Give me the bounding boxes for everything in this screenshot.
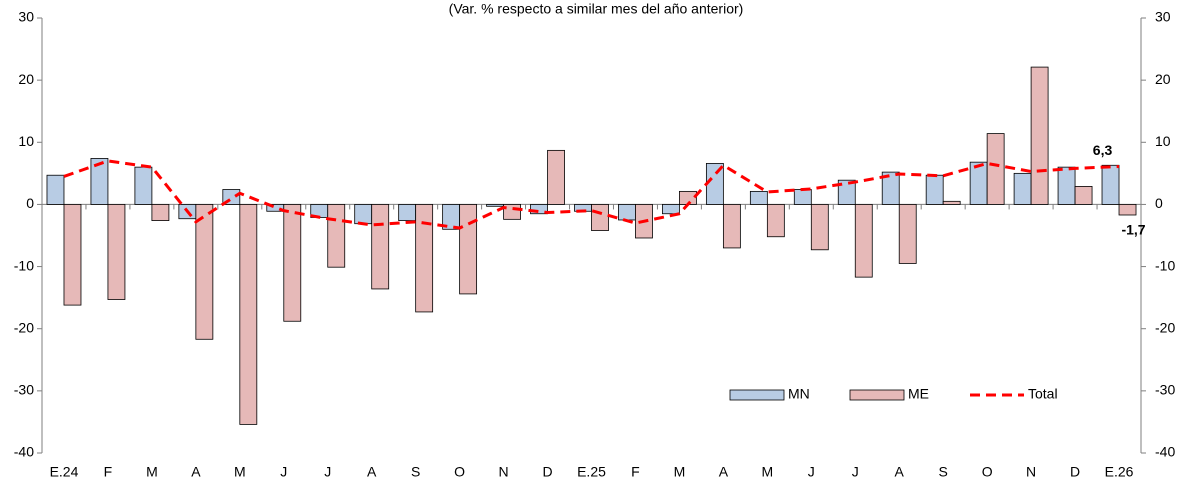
- x-tick-label: M: [146, 464, 158, 480]
- bar: [547, 149, 565, 205]
- y-tick-label: -40: [14, 444, 34, 460]
- x-tick-label: A: [895, 464, 905, 480]
- x-tick-label: J: [852, 464, 859, 480]
- x-tick-label: J: [324, 464, 331, 480]
- y2-tick-label: 0: [1155, 195, 1163, 211]
- bar: [837, 179, 856, 205]
- x-tick-label: A: [367, 464, 377, 480]
- bar: [90, 158, 109, 205]
- bar: [898, 204, 917, 264]
- x-tick-label: A: [719, 464, 729, 480]
- y2-tick-label: 20: [1155, 71, 1171, 87]
- bar: [662, 204, 680, 215]
- x-tick-label: M: [674, 464, 686, 480]
- bar: [107, 204, 126, 300]
- bar: [722, 204, 741, 249]
- x-tick-label: D: [542, 464, 552, 480]
- x-tick-label: J: [280, 464, 287, 480]
- x-tick-label: M: [234, 464, 246, 480]
- bar: [618, 204, 636, 221]
- y-tick-label: 30: [18, 9, 34, 25]
- bar: [925, 174, 944, 205]
- y2-tick-label: 30: [1155, 9, 1171, 25]
- bar: [1013, 172, 1032, 205]
- legend-label: ME: [908, 386, 929, 402]
- x-tick-label: O: [982, 464, 993, 480]
- bar: [1101, 164, 1120, 205]
- bar: [134, 166, 153, 205]
- bar: [881, 171, 900, 205]
- legend-label: MN: [788, 386, 810, 402]
- data-label: -1,7: [1121, 222, 1145, 238]
- bar: [1074, 186, 1093, 205]
- x-tick-label: N: [1026, 464, 1036, 480]
- bar: [969, 161, 988, 205]
- bar: [1118, 204, 1137, 216]
- y-tick-label: -30: [14, 382, 34, 398]
- bar: [486, 204, 504, 207]
- x-tick-label: F: [631, 464, 640, 480]
- y-tick-label: 10: [18, 133, 34, 149]
- bar: [398, 204, 417, 221]
- bar: [195, 204, 214, 340]
- legend-swatch: [729, 389, 785, 401]
- y2-tick-label: 10: [1155, 133, 1171, 149]
- bar: [749, 190, 768, 205]
- x-tick-label: J: [808, 464, 815, 480]
- x-tick-label: E.26: [1105, 464, 1134, 480]
- bar: [151, 204, 170, 221]
- x-tick-label: O: [454, 464, 465, 480]
- bar: [371, 204, 390, 290]
- bar: [986, 133, 1005, 205]
- bar: [810, 204, 829, 251]
- bar: [46, 174, 65, 205]
- legend-swatch: [849, 389, 905, 401]
- x-tick-label: E.24: [50, 464, 79, 480]
- bar: [459, 204, 478, 295]
- bar: [854, 204, 873, 278]
- y2-tick-label: -20: [1155, 319, 1175, 335]
- x-tick-label: M: [762, 464, 774, 480]
- line: [63, 159, 1120, 230]
- x-tick-label: F: [104, 464, 113, 480]
- bar: [793, 189, 812, 205]
- legend-label: Total: [1028, 386, 1058, 402]
- bar: [942, 200, 961, 205]
- bar: [591, 204, 609, 231]
- chart-subtitle: (Var. % respecto a similar mes del año a…: [449, 1, 744, 17]
- y-tick-label: 20: [18, 71, 34, 87]
- bar: [766, 204, 785, 238]
- y2-tick-label: -10: [1155, 257, 1175, 273]
- x-tick-label: N: [499, 464, 509, 480]
- bar: [1057, 166, 1076, 205]
- y2-tick-label: -30: [1155, 382, 1175, 398]
- x-tick-label: A: [191, 464, 201, 480]
- y-tick-label: -20: [14, 319, 34, 335]
- bar: [354, 204, 373, 225]
- x-tick-label: S: [411, 464, 420, 480]
- bar: [1030, 66, 1049, 205]
- x-tick-label: D: [1070, 464, 1080, 480]
- bar: [327, 204, 346, 268]
- y2-tick-label: -40: [1155, 444, 1175, 460]
- bar: [63, 204, 82, 306]
- x-tick-label: S: [939, 464, 948, 480]
- data-label: 6,3: [1093, 142, 1113, 158]
- y-tick-label: -10: [14, 257, 34, 273]
- bar: [283, 204, 302, 322]
- y-tick-label: 0: [26, 195, 34, 211]
- bar: [239, 204, 258, 425]
- bar: [415, 204, 434, 313]
- x-tick-label: E.25: [577, 464, 606, 480]
